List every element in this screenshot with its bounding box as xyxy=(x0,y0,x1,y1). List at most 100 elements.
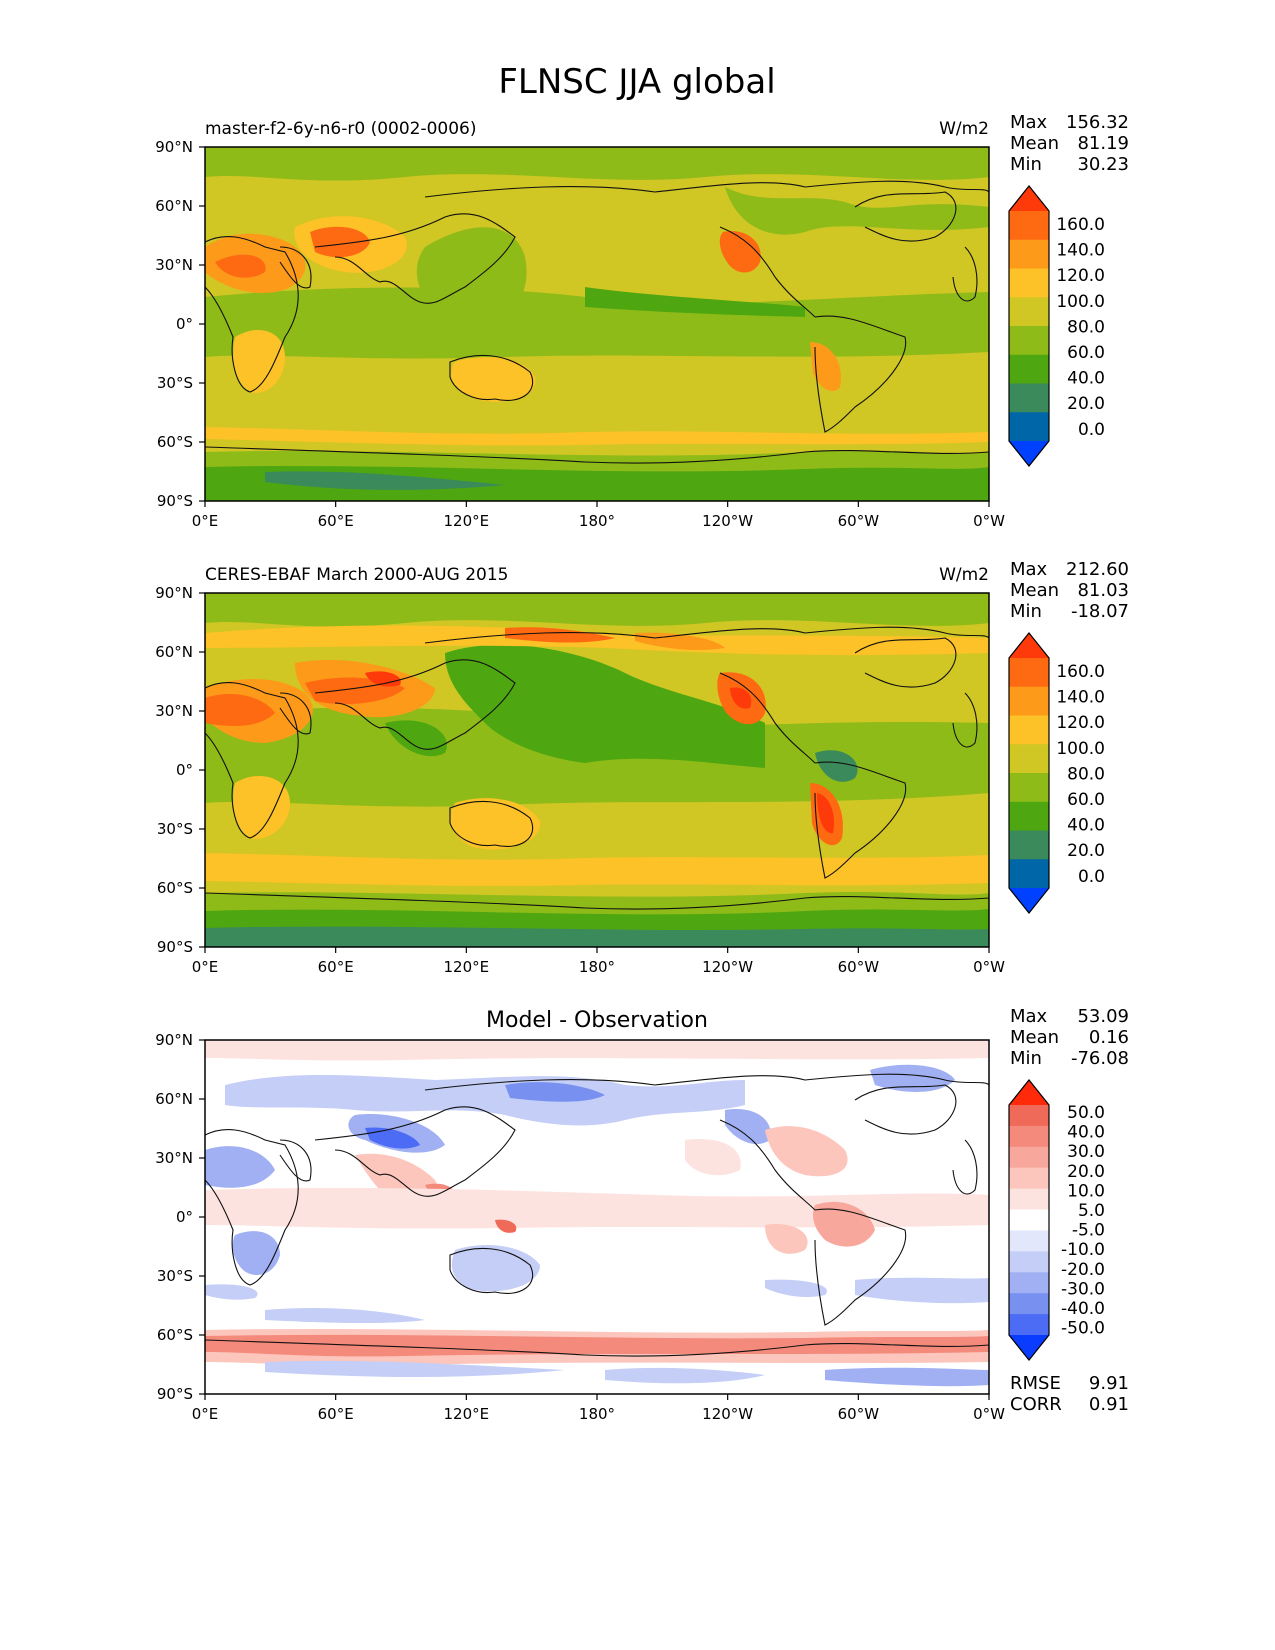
y-tick-label: 90°S xyxy=(157,938,193,956)
colorbar-label: -40.0 xyxy=(1061,1299,1105,1319)
y-tick-label: 0° xyxy=(176,315,193,333)
colorbar-swatch xyxy=(1009,239,1049,269)
panel-units: W/m2 xyxy=(939,119,989,139)
panel-difference: Model - Observation 0°E 60°E 120°E 180° 120°… xyxy=(155,1008,1005,1423)
colorbar-label: 100.0 xyxy=(1056,292,1105,312)
colorbar-extend-bottom xyxy=(1009,441,1049,466)
colorbar-swatch xyxy=(1009,1146,1049,1169)
coastlines-difference xyxy=(204,1073,990,1357)
y-tick-label: 30°N xyxy=(155,1149,193,1167)
x-tick-label: 120°W xyxy=(702,512,753,530)
stat-mean-label: Mean xyxy=(1010,1027,1059,1048)
stat-mean-label: Mean xyxy=(1010,580,1059,601)
stat-corr-label: CORR xyxy=(1010,1394,1062,1415)
x-tick-label: 180° xyxy=(579,958,615,976)
y-tick-label: 90°N xyxy=(155,138,193,156)
colorbar-swatch xyxy=(1009,859,1049,889)
y-tick-label: 0° xyxy=(176,1208,193,1226)
colorbar-label: -5.0 xyxy=(1072,1221,1105,1241)
colorbar-outline xyxy=(1008,1079,1050,1361)
x-tick-label: 180° xyxy=(579,1405,615,1423)
colorbar-extend-top xyxy=(1009,1080,1049,1105)
colorbar-swatch xyxy=(1009,1125,1049,1148)
x-tick-label: 60°E xyxy=(318,512,354,530)
stat-mean-label: Mean xyxy=(1010,133,1059,154)
colorbar-swatch xyxy=(1009,268,1049,298)
stat-rmse-label: RMSE xyxy=(1010,1373,1061,1394)
colorbar-swatch xyxy=(1009,715,1049,745)
x-tick-label: 0°E xyxy=(192,958,219,976)
y-tick-label: 60°S xyxy=(157,433,193,451)
stat-min-value: -76.08 xyxy=(1071,1048,1129,1069)
y-tick-label: 30°S xyxy=(157,820,193,838)
map-field-model xyxy=(205,147,989,501)
x-tick-label: 0°W xyxy=(973,958,1005,976)
colorbar-swatch xyxy=(1009,1251,1049,1273)
colorbar-swatch xyxy=(1009,1230,1049,1252)
colorbar-label: 100.0 xyxy=(1056,739,1105,759)
colorbar-label: 20.0 xyxy=(1067,394,1105,414)
colorbar-label: 120.0 xyxy=(1056,266,1105,286)
panel-units: W/m2 xyxy=(939,565,989,585)
colorbar-extend-bottom xyxy=(1009,1335,1049,1360)
colorbar-swatch xyxy=(1009,744,1049,774)
colorbar-label: 5.0 xyxy=(1078,1201,1105,1221)
colorbar-extend-top xyxy=(1009,186,1049,211)
colorbar-label: 80.0 xyxy=(1067,317,1105,337)
x-tick-label: 0°W xyxy=(973,512,1005,530)
colorbar-label: 0.0 xyxy=(1078,420,1105,440)
colorbar-label: 0.0 xyxy=(1078,867,1105,887)
colorbar-label: 120.0 xyxy=(1056,713,1105,733)
colorbar-swatch xyxy=(1009,1272,1049,1294)
map-field-difference xyxy=(205,1040,989,1394)
colorbar-label: -10.0 xyxy=(1061,1240,1105,1260)
x-tick-label: 180° xyxy=(579,512,615,530)
y-tick-label: 90°N xyxy=(155,1031,193,1049)
stats-model: Max 156.32 Mean 81.19 Min 30.23 xyxy=(1010,112,1129,175)
colorbar-label: 80.0 xyxy=(1067,764,1105,784)
stat-max-label: Max xyxy=(1010,112,1048,133)
stat-mean-value: 81.03 xyxy=(1077,580,1129,601)
x-tick-label: 0°W xyxy=(973,1405,1005,1423)
colorbar-extend-top xyxy=(1009,633,1049,658)
colorbar-swatch xyxy=(1009,1167,1049,1190)
colorbar-swatch xyxy=(1009,412,1049,442)
colorbar-label: 50.0 xyxy=(1067,1103,1105,1123)
colorbar-swatch xyxy=(1009,211,1049,241)
colorbar-label: 160.0 xyxy=(1056,215,1105,235)
stats-difference: Max 53.09 Mean 0.16 Min -76.08 RMSE 9.91… xyxy=(1010,1006,1129,1415)
stat-max-value: 53.09 xyxy=(1077,1006,1129,1027)
x-tick-label: 60°E xyxy=(318,958,354,976)
stat-max-label: Max xyxy=(1010,559,1048,580)
y-tick-label: 90°S xyxy=(157,492,193,510)
figure-title: FLNSC JJA global xyxy=(498,62,775,102)
colorbar-swatch xyxy=(1009,658,1049,688)
colorbar-swatch xyxy=(1009,686,1049,716)
y-tick-label: 90°S xyxy=(157,1385,193,1403)
colorbar-label: -50.0 xyxy=(1061,1319,1105,1339)
stat-max-value: 212.60 xyxy=(1066,559,1129,580)
colorbar-label: 60.0 xyxy=(1067,790,1105,810)
stat-max-label: Max xyxy=(1010,1006,1048,1027)
colorbar-outline xyxy=(1008,185,1050,467)
y-tick-label: 30°N xyxy=(155,256,193,274)
x-tick-label: 0°E xyxy=(192,1405,219,1423)
colorbar-outline xyxy=(1008,632,1050,914)
colorbar-label: 10.0 xyxy=(1067,1181,1105,1201)
colorbar-label: 160.0 xyxy=(1056,662,1105,682)
y-tick-label: 60°N xyxy=(155,197,193,215)
x-tick-label: 0°E xyxy=(192,512,219,530)
panel-left-title: master-f2-6y-n6-r0 (0002-0006) xyxy=(205,119,477,139)
colorbar-swatch xyxy=(1009,1105,1049,1127)
x-tick-label: 60°W xyxy=(838,1405,880,1423)
colorbar-label: -30.0 xyxy=(1061,1279,1105,1299)
colorbar-swatch xyxy=(1009,383,1049,413)
map-field-observation xyxy=(205,593,989,947)
colorbar-model: 160.0 140.0 120.0 100.0 80.0 60.0 40.0 20.0 0.0 xyxy=(1008,185,1105,467)
panel-left-title: CERES-EBAF March 2000-AUG 2015 xyxy=(205,565,508,585)
y-tick-label: 30°N xyxy=(155,702,193,720)
colorbar-swatch xyxy=(1009,1209,1049,1231)
colorbar-swatch xyxy=(1009,1314,1049,1336)
colorbar-swatch xyxy=(1009,1293,1049,1315)
colorbar-extend-bottom xyxy=(1009,888,1049,913)
